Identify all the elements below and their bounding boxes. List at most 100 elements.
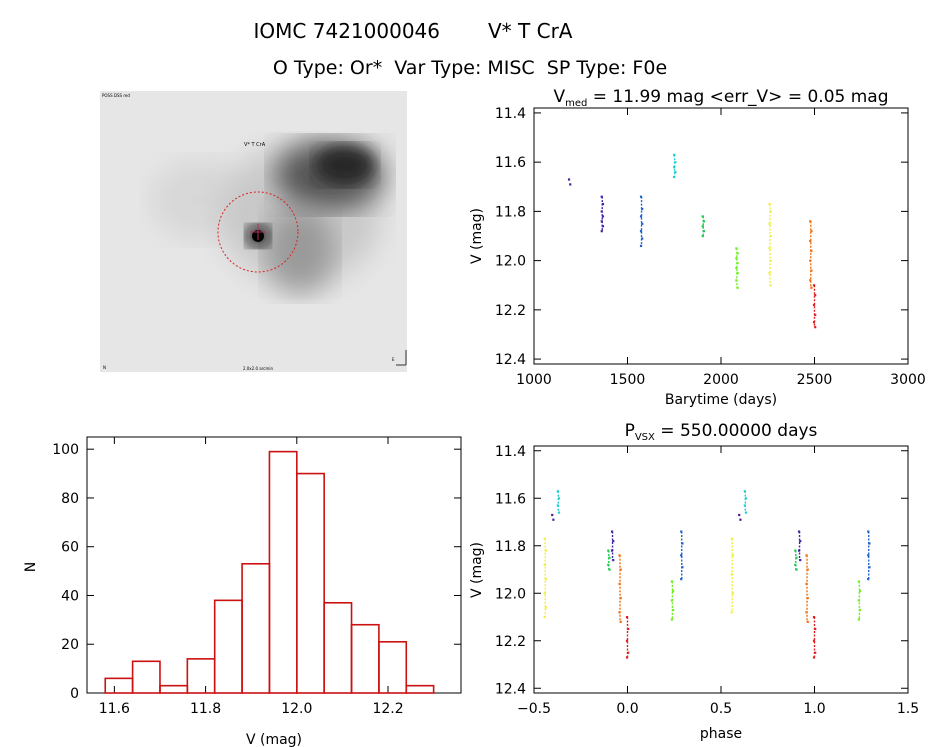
data-point bbox=[809, 279, 812, 282]
histogram-ticks: 11.6 11.8 12.0 12.2 0 20 40 60 80 100 bbox=[52, 437, 461, 717]
data-point bbox=[544, 606, 548, 609]
data-point bbox=[551, 513, 554, 517]
y-tick-label: 12.4 bbox=[495, 681, 526, 697]
data-point bbox=[702, 230, 706, 233]
x-tick-label: 1.0 bbox=[803, 701, 825, 717]
data-point bbox=[799, 559, 802, 562]
data-point bbox=[612, 540, 615, 543]
x-tick-label: 11.8 bbox=[190, 701, 221, 717]
data-point bbox=[812, 303, 816, 307]
histogram-bar bbox=[378, 640, 408, 694]
data-point bbox=[619, 620, 622, 623]
thumbnail-left-label: N bbox=[103, 365, 106, 370]
x-tick-label: 2500 bbox=[797, 372, 833, 388]
data-point bbox=[625, 639, 629, 642]
data-point bbox=[867, 554, 870, 557]
histogram-bar bbox=[268, 450, 298, 694]
histogram-bar bbox=[350, 623, 380, 694]
data-point bbox=[768, 247, 771, 250]
y-tick-label: 80 bbox=[61, 491, 79, 507]
phased-ylabel: V (mag) bbox=[469, 542, 485, 598]
phased-points bbox=[543, 490, 871, 659]
data-point bbox=[639, 215, 643, 218]
y-tick-label: 100 bbox=[52, 442, 79, 458]
histogram-bar bbox=[241, 562, 271, 694]
y-tick-label: 12.2 bbox=[495, 634, 526, 650]
y-tick-label: 12.4 bbox=[495, 352, 526, 368]
data-point bbox=[867, 578, 870, 581]
nebula-haze bbox=[150, 140, 385, 295]
x-tick-label: 0.5 bbox=[710, 701, 732, 717]
data-point bbox=[608, 568, 611, 571]
data-point bbox=[543, 592, 546, 595]
phased-frame bbox=[533, 445, 909, 694]
histogram-bar bbox=[213, 599, 243, 694]
y-tick-label: 11.6 bbox=[495, 155, 526, 171]
data-point bbox=[671, 589, 675, 593]
data-point bbox=[744, 511, 748, 514]
data-point bbox=[600, 230, 603, 233]
figure-title-name: V* T CrA bbox=[488, 19, 573, 43]
lightcurve-frame bbox=[533, 107, 909, 365]
data-point bbox=[735, 267, 738, 270]
data-point bbox=[601, 215, 605, 218]
x-tick-label: 11.6 bbox=[99, 701, 130, 717]
phased-ticks: −0.5 0.0 0.5 1.0 1.5 11.4 11.6 11.8 12.0 12.2 12.4 bbox=[495, 444, 919, 717]
data-point bbox=[809, 239, 812, 243]
thumbnail-marker-label: V* T CrA bbox=[244, 142, 266, 148]
y-tick-label: 12.0 bbox=[495, 586, 526, 602]
phased-title: PVSX = 550.00000 days bbox=[625, 421, 818, 443]
data-point bbox=[544, 578, 548, 581]
data-point bbox=[557, 511, 561, 514]
data-point bbox=[701, 235, 704, 238]
figure-title-id: IOMC 7421000046 bbox=[254, 19, 440, 43]
data-point bbox=[730, 611, 733, 614]
lightcurve-ticks: 1000 1500 2000 2500 3000 11.4 11.6 11.8 12.0 12.2… bbox=[495, 106, 926, 388]
lightcurve-panel: Vmed = 11.99 mag <err_V> = 0.05 mag Bary… bbox=[469, 87, 926, 408]
histogram-bar bbox=[323, 601, 353, 694]
data-point bbox=[639, 244, 643, 248]
data-point bbox=[814, 326, 817, 329]
data-point bbox=[736, 286, 739, 289]
data-point bbox=[701, 225, 704, 228]
data-point bbox=[680, 554, 683, 557]
data-point bbox=[812, 656, 816, 659]
y-tick-label: 11.8 bbox=[495, 204, 526, 220]
data-point bbox=[868, 566, 871, 569]
x-tick-label: 0.0 bbox=[616, 701, 638, 717]
histogram-panel: V (mag) N 11.6 11.8 12.0 12.2 0 20 40 60 80 100 bbox=[23, 436, 462, 747]
histogram-bar bbox=[104, 677, 134, 694]
histogram-frame bbox=[86, 436, 462, 694]
data-point bbox=[799, 540, 802, 543]
data-point bbox=[681, 542, 684, 545]
histogram-xlabel: V (mag) bbox=[246, 732, 302, 747]
target-circle bbox=[217, 191, 299, 273]
lightcurve-title: Vmed = 11.99 mag <err_V> = 0.05 mag bbox=[553, 87, 888, 109]
data-point bbox=[543, 616, 546, 619]
data-point bbox=[681, 566, 684, 569]
x-tick-label: 2000 bbox=[703, 372, 739, 388]
histogram-bar bbox=[131, 660, 161, 694]
data-point bbox=[625, 656, 629, 659]
data-point bbox=[812, 639, 816, 642]
data-point bbox=[674, 171, 677, 174]
data-point bbox=[731, 554, 735, 557]
lightcurve-title-symbol: V bbox=[553, 87, 565, 107]
phased-panel: PVSX = 550.00000 days phase V (mag) −0.5… bbox=[469, 421, 919, 742]
y-tick-label: 20 bbox=[61, 637, 79, 653]
data-point bbox=[567, 178, 571, 181]
x-tick-label: 1000 bbox=[516, 372, 552, 388]
data-point bbox=[768, 271, 771, 275]
phased-title-symbol: P bbox=[625, 421, 635, 441]
data-point bbox=[544, 549, 548, 552]
sky-thumbnail: POSS DSS red V* T CrA 2.0x2.0 arcmin N E bbox=[100, 91, 407, 372]
x-tick-label: 3000 bbox=[890, 372, 926, 388]
data-point bbox=[673, 175, 676, 179]
data-point bbox=[641, 237, 644, 240]
thumbnail-right-label: E bbox=[392, 357, 395, 362]
histogram-bars bbox=[104, 450, 435, 694]
histogram-bar bbox=[296, 472, 325, 694]
lightcurve-xlabel: Barytime (days) bbox=[665, 392, 777, 408]
data-point bbox=[810, 230, 813, 233]
data-point bbox=[739, 518, 742, 521]
